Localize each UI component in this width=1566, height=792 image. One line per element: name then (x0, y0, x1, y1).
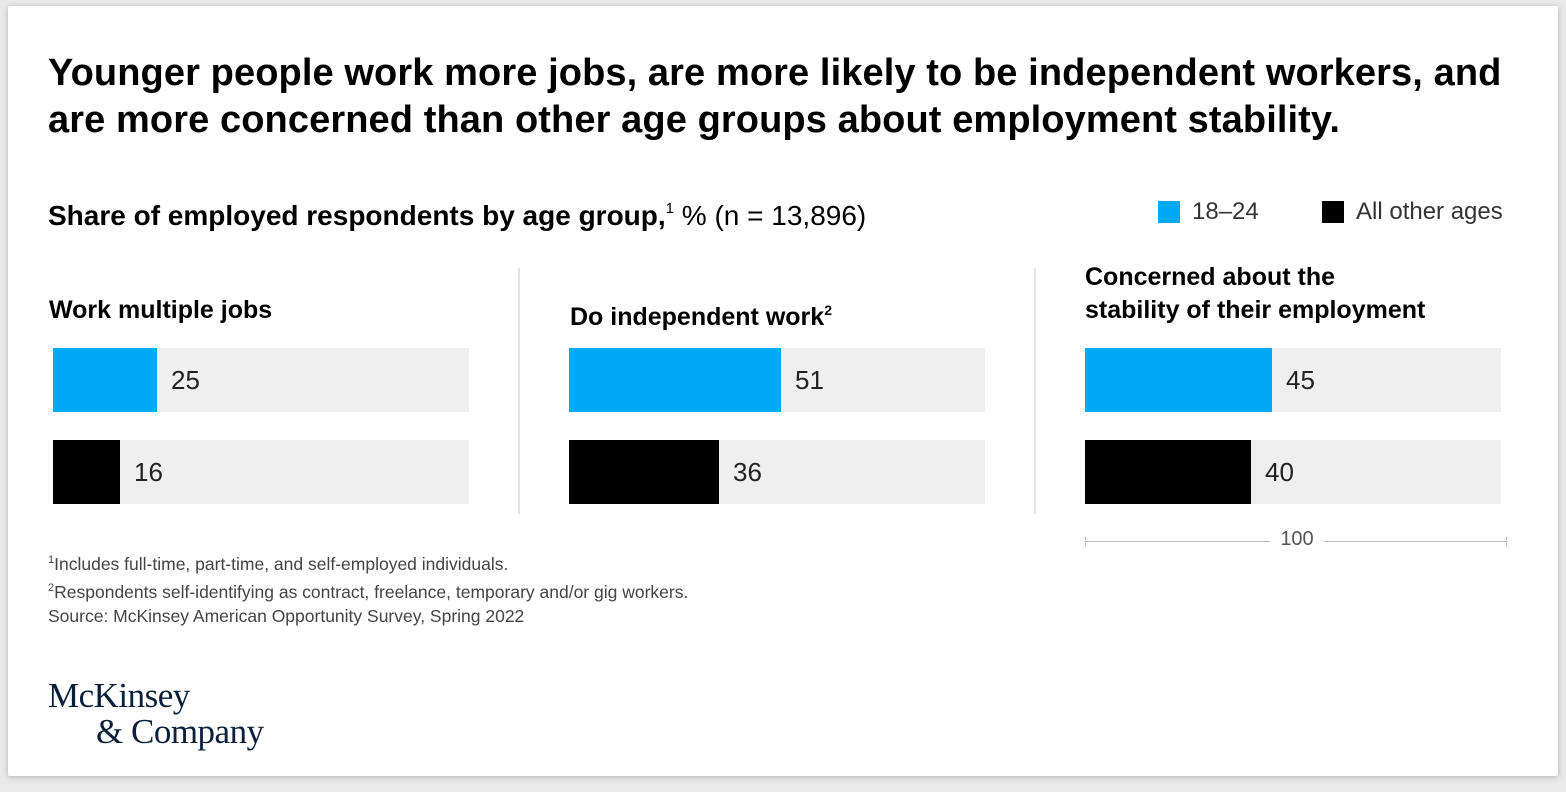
legend-swatch-all-other-ages (1322, 201, 1344, 223)
logo-line-2: & Company (96, 712, 264, 751)
footnote-source-text: Source: McKinsey American Opportunity Su… (48, 606, 525, 626)
panel-title-work-multiple-jobs: Work multiple jobs (49, 294, 272, 327)
panel-title-do-independent-work: Do independent work2 (570, 294, 832, 334)
subtitle-bold: Share of employed respondents by age gro… (48, 200, 666, 231)
value-label: 36 (733, 457, 762, 487)
bar-18-24-do-independent-work (569, 348, 781, 412)
bar-18-24-concerned-about-stability (1085, 348, 1272, 412)
subtitle-rest: % (n = 13,896) (674, 200, 867, 231)
panel-title-text: Do independent work (570, 303, 825, 331)
footnote-1: 1Includes full-time, part-time, and self… (48, 548, 688, 576)
bar-all-other-ages-do-independent-work (569, 440, 719, 504)
bar-all-other-ages-concerned-about-stability (1085, 440, 1251, 504)
chart-title: Younger people work more jobs, are more … (48, 52, 1502, 141)
bar-track: 40 (1085, 440, 1501, 504)
footnote-source: Source: McKinsey American Opportunity Su… (48, 604, 688, 628)
bar-track: 16 (53, 440, 469, 504)
chart-subtitle: Share of employed respondents by age gro… (48, 192, 866, 233)
chart-card: Younger people work more jobs, are more … (8, 6, 1558, 776)
value-label: 16 (134, 457, 163, 487)
bar-track: 51 (569, 348, 985, 412)
bar-track: 45 (1085, 348, 1501, 412)
panel-title-line-2: stability of their employment (1085, 296, 1426, 324)
value-label: 25 (171, 365, 200, 395)
footnote-1-text: Includes full-time, part-time, and self-… (54, 554, 509, 574)
footnote-2-sup: 2 (48, 582, 55, 594)
legend-item-all-other-ages: All other ages (1322, 198, 1503, 226)
subtitle-sup: 1 (665, 200, 675, 217)
bar-18-24-work-multiple-jobs (53, 348, 157, 412)
logo-line-1: McKinsey (48, 676, 190, 715)
value-label: 45 (1286, 365, 1315, 395)
panel-title-text: Work multiple jobs (49, 296, 273, 324)
mckinsey-logo: McKinsey & Company (48, 678, 264, 750)
panel-title-sup: 2 (824, 302, 832, 318)
bar-all-other-ages-work-multiple-jobs (53, 440, 120, 504)
legend-swatch-18-24 (1158, 201, 1180, 223)
panel-title-line-1: Concerned about the (1085, 263, 1336, 291)
footnote-2-text: Respondents self-identifying as contract… (54, 582, 689, 602)
scale-max-label: 100 (1270, 528, 1324, 551)
panel-divider-1 (518, 268, 520, 514)
panel-divider-2 (1034, 268, 1036, 514)
panel-title-concerned-about-stability: Concerned about the stability of their e… (1085, 261, 1425, 327)
value-label: 51 (795, 365, 824, 395)
bar-track: 25 (53, 348, 469, 412)
bar-track: 36 (569, 440, 985, 504)
footnote-1-sup: 1 (48, 554, 55, 566)
footnotes: 1Includes full-time, part-time, and self… (48, 548, 688, 628)
legend-label-all-other-ages: All other ages (1356, 198, 1503, 225)
footnote-2: 2Respondents self-identifying as contrac… (48, 576, 688, 604)
value-label: 40 (1265, 457, 1294, 487)
legend-label-18-24: 18–24 (1192, 198, 1259, 225)
legend-item-18-24: 18–24 (1158, 198, 1259, 226)
